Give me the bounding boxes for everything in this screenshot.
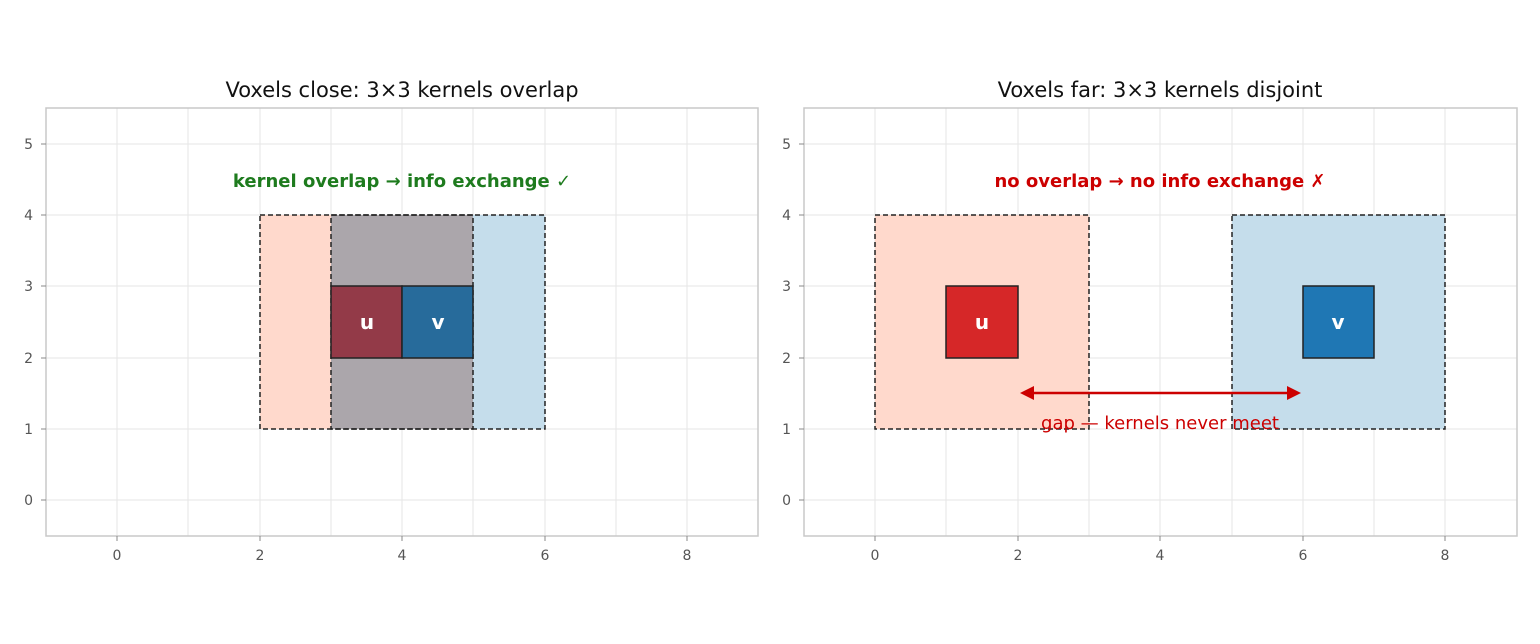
x-tick-label: 6 xyxy=(1299,548,1308,564)
panel-close-title: Voxels close: 3×3 kernels overlap xyxy=(225,78,578,102)
y-tick-label: 2 xyxy=(782,351,791,367)
y-tick-label: 3 xyxy=(24,279,33,295)
x-tick-label: 6 xyxy=(541,548,550,564)
x-tick-label: 2 xyxy=(256,548,265,564)
no-overlap-annotation: no overlap → no info exchange ✗ xyxy=(994,171,1325,192)
v-voxel-label: v xyxy=(431,310,444,334)
panel-far-x-axis: 0 2 4 6 8 xyxy=(871,536,1450,564)
y-tick-label: 1 xyxy=(24,422,33,438)
x-tick-label: 8 xyxy=(683,548,692,564)
gap-label: gap — kernels never meet xyxy=(1041,413,1279,434)
overlap-annotation: kernel overlap → info exchange ✓ xyxy=(233,171,571,192)
u-voxel xyxy=(945,285,1019,359)
panel-far-title: Voxels far: 3×3 kernels disjoint xyxy=(998,78,1323,102)
y-tick-label: 4 xyxy=(24,208,33,224)
u-voxel xyxy=(330,285,403,359)
x-tick-label: 2 xyxy=(1014,548,1023,564)
v-voxel-label: v xyxy=(1331,310,1344,334)
v-voxel xyxy=(1302,285,1375,359)
y-tick-label: 5 xyxy=(782,137,791,153)
y-tick-label: 3 xyxy=(782,279,791,295)
u-voxel-label: u xyxy=(360,310,374,334)
y-tick-label: 0 xyxy=(782,493,791,509)
y-tick-label: 1 xyxy=(782,422,791,438)
x-tick-label: 0 xyxy=(871,548,880,564)
y-tick-label: 4 xyxy=(782,208,791,224)
x-tick-label: 4 xyxy=(398,548,407,564)
u-voxel-label: u xyxy=(975,310,989,334)
x-tick-label: 0 xyxy=(113,548,122,564)
y-tick-label: 0 xyxy=(24,493,33,509)
panel-far: Voxels far: 3×3 kernels disjoint u v xyxy=(782,78,1518,564)
y-tick-label: 5 xyxy=(24,137,33,153)
panel-close: Voxels close: 3×3 kernels overlap xyxy=(24,78,759,564)
y-tick-label: 2 xyxy=(24,351,33,367)
x-tick-label: 8 xyxy=(1441,548,1450,564)
gap-arrow-icon xyxy=(1020,386,1301,400)
panel-close-x-axis: 0 2 4 6 8 xyxy=(113,536,692,564)
panel-close-y-axis: 0 1 2 3 4 5 xyxy=(24,137,46,509)
v-voxel xyxy=(401,285,474,359)
x-tick-label: 4 xyxy=(1156,548,1165,564)
panel-far-y-axis: 0 1 2 3 4 5 xyxy=(782,137,804,509)
